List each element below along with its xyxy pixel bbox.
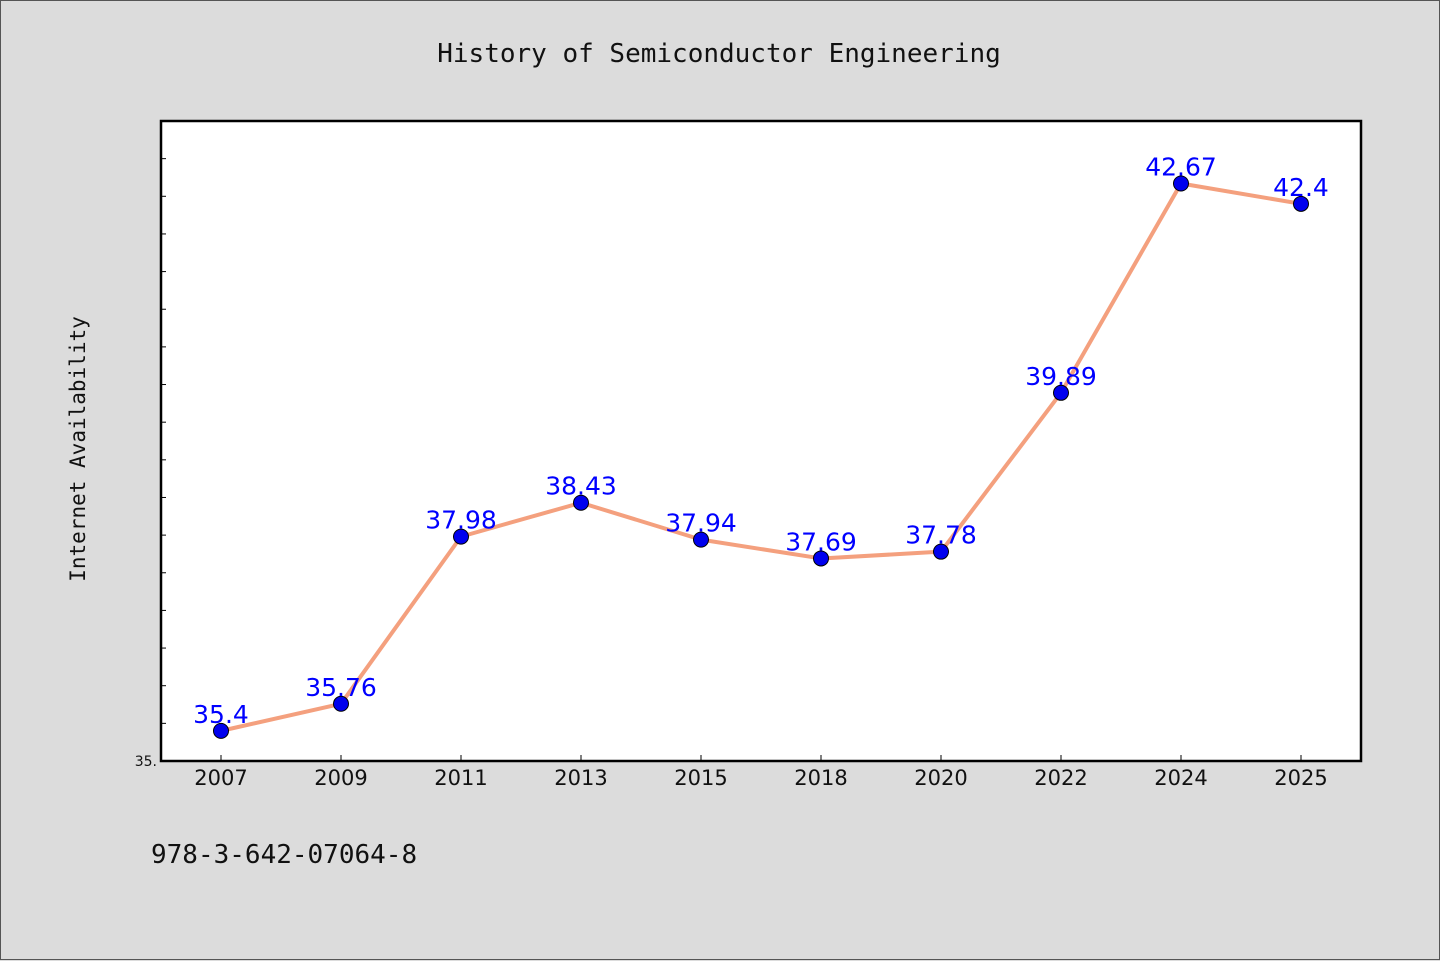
data-label: 35.76 bbox=[305, 673, 377, 702]
data-point-marker bbox=[453, 528, 469, 545]
data-label: 39.89 bbox=[1025, 362, 1097, 391]
data-label: 42.4 bbox=[1273, 173, 1329, 202]
data-point-marker bbox=[213, 722, 229, 739]
data-point-marker bbox=[813, 550, 829, 567]
data-label: 37.78 bbox=[905, 521, 977, 550]
data-series: 35.4 35.76 37.98 38.43 37.94 37.69 37.78 39.89 4… bbox=[193, 152, 1329, 739]
data-point-marker bbox=[1293, 195, 1309, 212]
x-tick-label: 2015 bbox=[674, 766, 727, 790]
plot-area bbox=[159, 119, 1363, 763]
chart-title: History of Semiconductor Engineering bbox=[437, 39, 1001, 69]
x-tick-label: 2022 bbox=[1034, 766, 1087, 790]
data-point-marker bbox=[573, 494, 589, 511]
x-axis-ticks: 2007 2009 2011 2013 2015 2018 2020 2022 2024 2025 bbox=[194, 755, 1328, 790]
data-label: 38.43 bbox=[545, 472, 617, 501]
x-tick-label: 2018 bbox=[794, 766, 847, 790]
series-line bbox=[219, 181, 1303, 733]
data-point-marker bbox=[693, 531, 709, 548]
x-tick-label: 2007 bbox=[194, 766, 247, 790]
x-tick-label: 2020 bbox=[914, 766, 967, 790]
data-point-marker bbox=[933, 543, 949, 560]
data-label: 37.69 bbox=[785, 527, 857, 556]
x-tick-label: 2025 bbox=[1274, 766, 1327, 790]
footer-id: 978-3-642-07064-8 bbox=[151, 840, 417, 870]
y-axis-label: Internet Availability bbox=[66, 316, 90, 582]
x-tick-label: 2013 bbox=[554, 766, 607, 790]
x-tick-label: 2009 bbox=[314, 766, 367, 790]
y-tick-label: 35. bbox=[135, 754, 157, 770]
data-label: 35.4 bbox=[193, 700, 249, 729]
data-point-marker bbox=[1053, 384, 1069, 401]
data-label: 37.94 bbox=[665, 509, 737, 538]
data-label: 37.98 bbox=[425, 506, 497, 535]
data-label: 42.67 bbox=[1145, 152, 1217, 181]
x-tick-label: 2024 bbox=[1154, 766, 1207, 790]
data-point-marker bbox=[1173, 175, 1189, 192]
y-axis-ticks: 35. bbox=[135, 158, 166, 770]
data-point-marker bbox=[333, 695, 349, 712]
x-tick-label: 2011 bbox=[434, 766, 487, 790]
